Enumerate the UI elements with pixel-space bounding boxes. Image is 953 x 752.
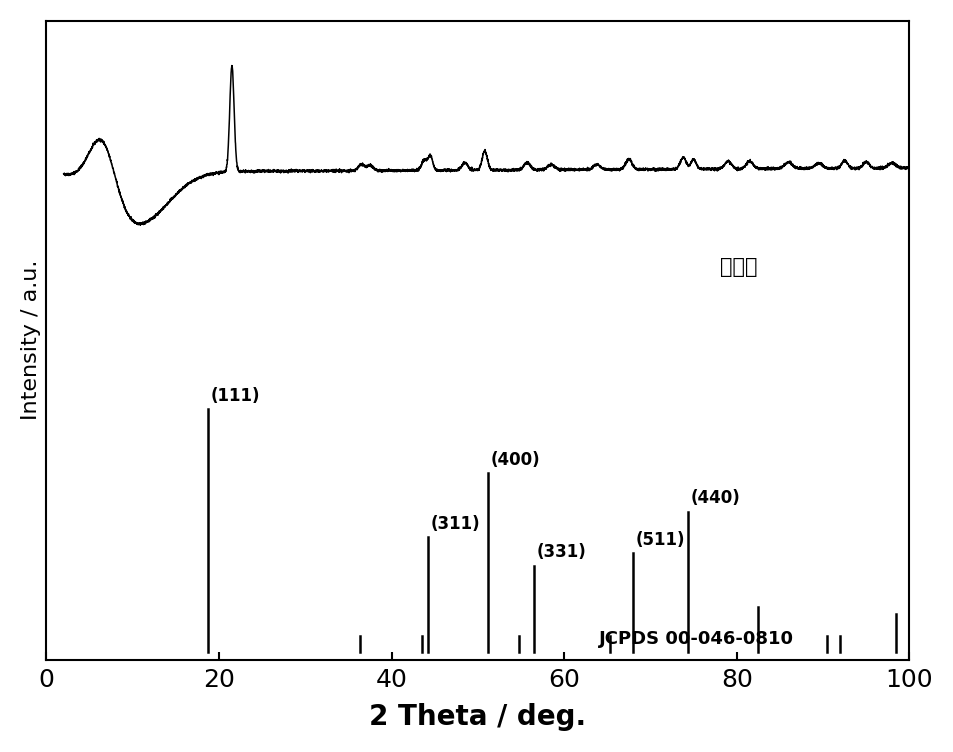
Text: (400): (400)	[490, 450, 540, 468]
X-axis label: 2 Theta / deg.: 2 Theta / deg.	[369, 703, 586, 731]
Y-axis label: Intensity / a.u.: Intensity / a.u.	[21, 260, 41, 420]
Text: (111): (111)	[210, 387, 259, 405]
Text: (311): (311)	[430, 514, 479, 532]
Text: (511): (511)	[635, 531, 684, 548]
Text: (331): (331)	[536, 544, 586, 561]
Text: (440): (440)	[689, 489, 740, 507]
Text: JCPDS 00-046-0810: JCPDS 00-046-0810	[598, 630, 793, 648]
Text: 掺锡样: 掺锡样	[719, 256, 757, 277]
